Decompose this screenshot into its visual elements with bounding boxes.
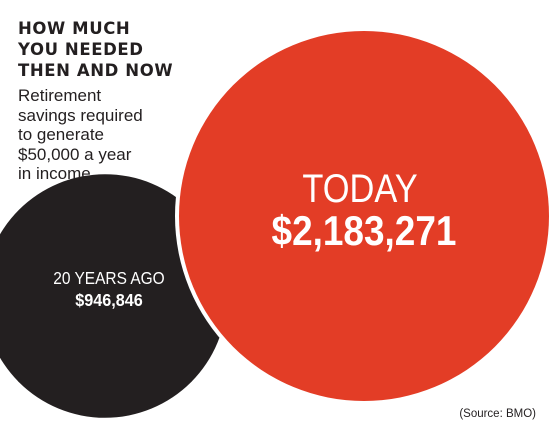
value-today: $2,183,271 [272,208,457,255]
chart-subtitle: Retirement savings required to generate … [18,86,188,184]
chart-subtitle-line: savings required [18,105,143,125]
bubble-20-years-ago [0,174,227,418]
chart-title-line: THEN AND NOW [18,61,174,80]
chart-title-line: HOW MUCH [18,19,131,38]
source-note: (Source: BMO) [459,408,536,420]
chart-title-line: YOU NEEDED [18,40,144,59]
chart-subtitle-line: to generate [18,125,105,144]
label-today: TODAY [302,166,417,211]
label-20-years-ago: 20 YEARS AGO [53,268,164,288]
bubble-today [179,31,549,401]
value-20-years-ago: $946,846 [75,290,143,310]
chart-title: HOW MUCH YOU NEEDED THEN AND NOW [18,18,218,81]
chart-subtitle-line: in income [18,164,91,183]
chart-subtitle-line: Retirement [18,86,102,105]
chart-subtitle-line: $50,000 a year [18,144,132,164]
